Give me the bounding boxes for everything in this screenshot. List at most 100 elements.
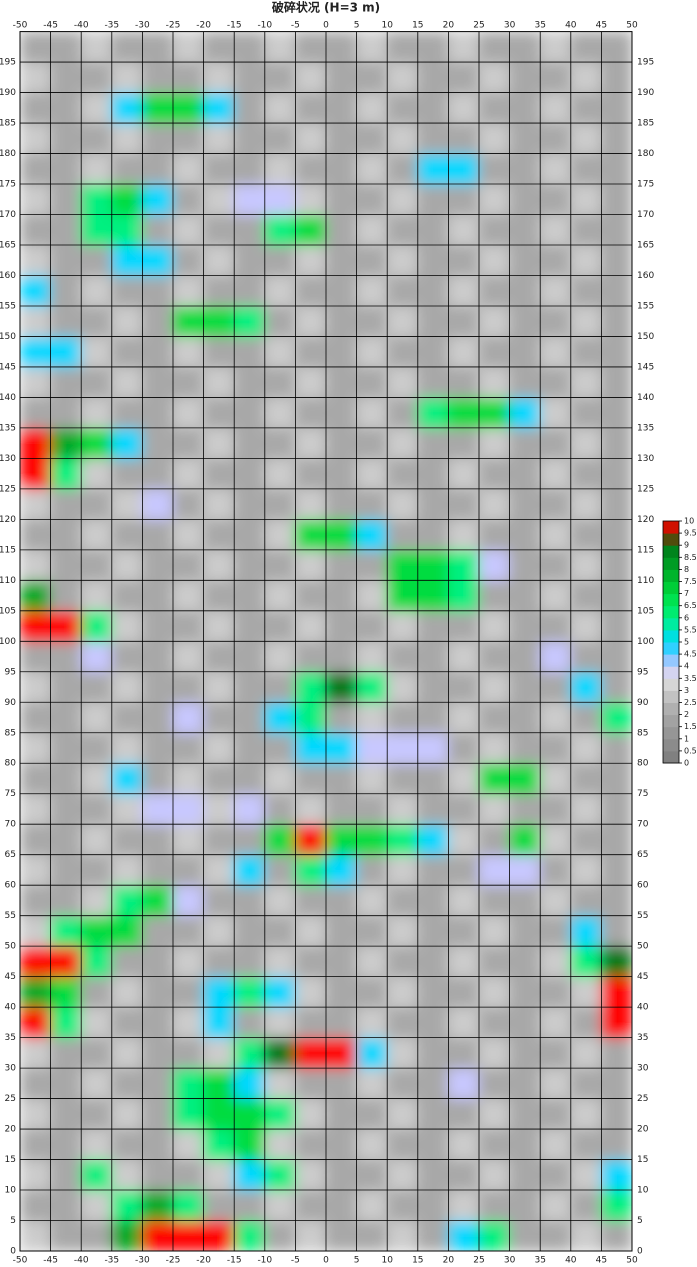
y-tick-label: 170 [0,210,16,220]
y-tick-label: 120 [0,515,16,525]
x-tick-label: 35 [534,1256,545,1266]
x-tick-label: 30 [504,21,516,31]
heat-cell [20,610,52,642]
y-tick-label: 135 [0,423,16,433]
y-tick-label: 155 [637,301,654,311]
heat-cell [600,640,632,673]
heat-cell [111,884,143,917]
heat-cell [264,915,296,947]
y-tick-label: 180 [0,149,16,159]
heat-cell [141,854,174,886]
heat-cell [600,92,632,124]
colorbar-label: 8 [684,565,689,574]
heat-cell [325,396,358,429]
heat-cell [356,1159,388,1191]
heat-cell [50,1067,82,1100]
heat-cell [80,427,113,459]
heat-cell [325,305,358,337]
y-tick-label: 160 [637,271,654,281]
heat-cell [356,579,388,612]
heat-cell [417,640,449,673]
heat-cell [539,183,572,216]
heat-cell [570,610,602,642]
heat-cell [509,396,541,429]
heat-cell [172,244,205,276]
heat-cell [325,92,358,124]
heat-cell [111,732,143,764]
heat-cell [50,732,82,764]
heat-cell [417,549,449,581]
heat-cell [570,945,602,978]
y-tick-label: 160 [0,271,16,281]
y-tick-label: 15 [5,1155,16,1165]
heat-cell [50,701,82,734]
heat-cell [509,518,541,551]
heat-cell [356,915,388,947]
heat-cell [80,1006,113,1039]
heat-cell [264,488,296,520]
heat-cell [20,976,52,1008]
y-tick-label: 115 [0,545,16,555]
heat-cell [50,1189,82,1222]
heat-cell [386,1159,419,1191]
heat-cell [478,488,511,520]
y-tick-label: 40 [637,1003,649,1013]
heat-cell [80,915,113,947]
heat-cell [111,366,143,398]
heat-cell [325,579,358,612]
heat-cell [509,61,541,94]
heat-cell [570,1220,602,1252]
heat-cell [141,335,174,368]
x-tick-label: 5 [354,1256,360,1266]
x-tick-label: -10 [257,1256,272,1266]
heat-cell [539,335,572,368]
heat-cell [478,823,511,856]
heat-cell [570,274,602,307]
heat-cell [600,1189,632,1222]
heat-cell [600,396,632,429]
heat-cell [111,518,143,551]
heat-cell [325,335,358,368]
colorbar-segment [663,605,679,619]
heat-cell [80,488,113,520]
heat-cell [80,366,113,398]
heat-cell [478,610,511,642]
heat-cell [20,1128,52,1161]
heat-cell [20,61,52,94]
heat-cell [264,640,296,673]
heat-cell [50,427,82,459]
x-tick-label: 15 [412,1256,423,1266]
heatmap-area [20,31,632,1252]
y-tick-label: 65 [5,850,16,860]
heat-cell [80,1037,113,1069]
heat-cell [50,915,82,947]
heat-cell [386,31,419,63]
y-tick-label: 0 [637,1247,643,1257]
heat-cell [111,1220,143,1252]
heat-cell [172,61,205,94]
heat-cell [264,457,296,490]
y-tick-label: 25 [637,1094,648,1104]
heat-cell [509,488,541,520]
heat-cell [172,1098,205,1130]
heat-cell [600,335,632,368]
heat-cell [600,518,632,551]
heat-cell [141,1037,174,1069]
heat-cell [600,915,632,947]
heat-cell [417,701,449,734]
heat-cell [50,92,82,124]
heat-cell [600,153,632,185]
y-tick-label: 95 [5,667,16,677]
heat-cell [294,427,327,459]
heat-cell [325,823,358,856]
heat-cell [233,640,266,673]
heat-cell [386,274,419,307]
heat-cell [539,1006,572,1039]
heat-cell [264,61,296,94]
heat-cell [294,214,327,246]
heat-cell [356,427,388,459]
heat-cell [478,153,511,185]
heat-cell [478,854,511,886]
heat-cell [325,1220,358,1252]
heat-cell [20,274,52,307]
